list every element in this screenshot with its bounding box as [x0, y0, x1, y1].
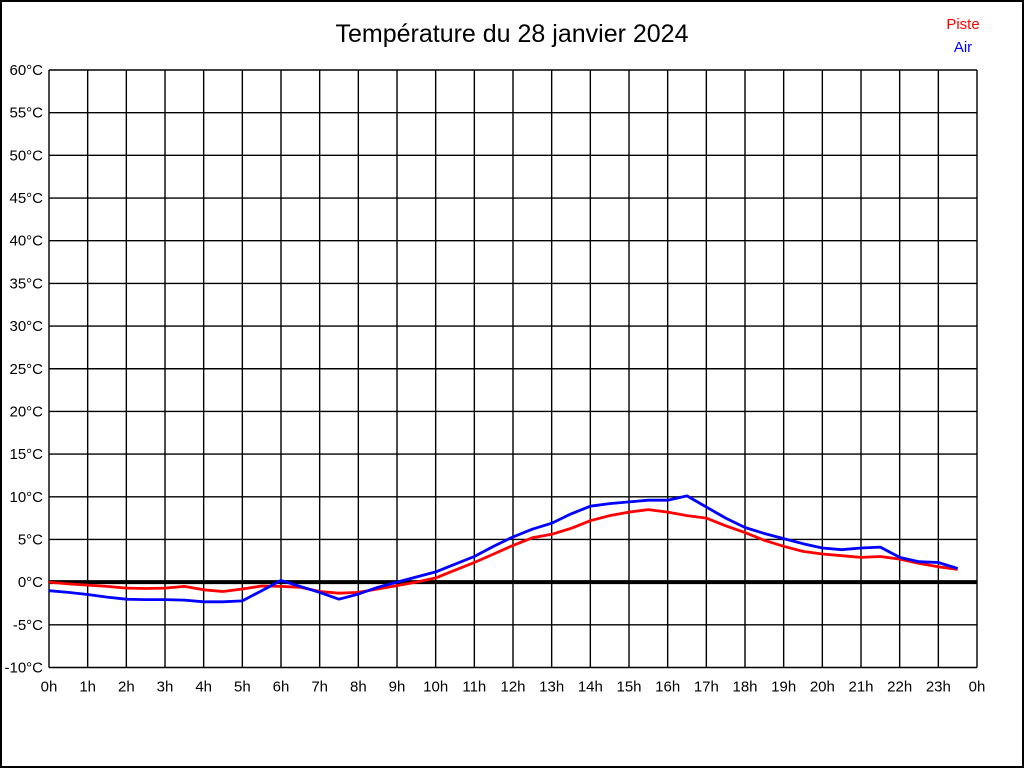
x-tick-label: 9h	[389, 679, 406, 696]
x-tick-label: 22h	[887, 679, 912, 696]
legend: Piste Air	[928, 13, 998, 59]
y-tick-label: 10°C	[9, 489, 43, 506]
x-tick-label: 10h	[423, 679, 448, 696]
x-tick-label: 12h	[500, 679, 525, 696]
x-tick-label: 19h	[771, 679, 796, 696]
x-tick-label: 13h	[539, 679, 564, 696]
y-tick-label: -5°C	[13, 617, 43, 634]
x-tick-label: 14h	[578, 679, 603, 696]
y-tick-label: 60°C	[9, 62, 43, 79]
y-tick-label: 50°C	[9, 147, 43, 164]
y-tick-label: 20°C	[9, 403, 43, 420]
legend-item-piste: Piste	[946, 16, 980, 33]
x-tick-label: 15h	[616, 679, 641, 696]
x-tick-label: 21h	[848, 679, 873, 696]
x-tick-label: 7h	[311, 679, 328, 696]
x-tick-label: 17h	[694, 679, 719, 696]
x-tick-label: 4h	[195, 679, 212, 696]
series-line-air	[48, 494, 959, 604]
y-tick-label: 35°C	[9, 275, 43, 292]
x-tick-label: 23h	[926, 679, 951, 696]
x-tick-label: 5h	[234, 679, 251, 696]
x-tick-label: 0h	[969, 679, 986, 696]
y-tick-label: 45°C	[9, 190, 43, 207]
y-tick-label: 30°C	[9, 318, 43, 335]
x-tick-label: 2h	[118, 679, 135, 696]
x-tick-label: 18h	[732, 679, 757, 696]
x-tick-label: 11h	[462, 679, 486, 696]
y-tick-label: -10°C	[4, 660, 43, 677]
x-tick-label: 1h	[79, 679, 96, 696]
x-tick-label: 0h	[41, 679, 58, 696]
y-tick-label: 25°C	[9, 361, 43, 378]
legend-item-air: Air	[953, 39, 973, 56]
x-tick-label: 3h	[157, 679, 174, 696]
series-line-piste	[48, 508, 958, 595]
x-tick-label: 6h	[273, 679, 290, 696]
x-tick-label: 20h	[810, 679, 835, 696]
chart-title: Température du 28 janvier 2024	[335, 20, 689, 48]
y-tick-label: 0°C	[18, 574, 43, 591]
y-tick-label: 5°C	[18, 531, 43, 548]
y-tick-label: 15°C	[9, 446, 43, 463]
x-tick-label: 8h	[350, 679, 367, 696]
y-tick-label: 40°C	[9, 233, 43, 250]
y-tick-label: 55°C	[9, 105, 43, 122]
x-tick-label: 16h	[655, 679, 680, 696]
